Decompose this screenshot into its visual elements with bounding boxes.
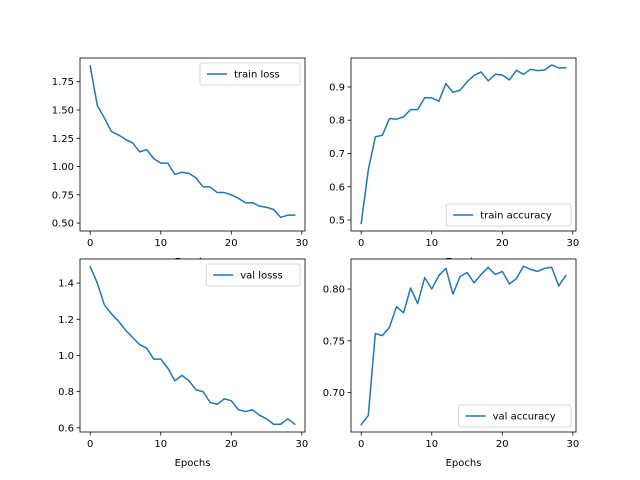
y-tick-label: 0.5: [329, 216, 345, 227]
legend: train loss: [199, 62, 301, 86]
series-line-train-accuracy: [360, 64, 567, 225]
y-tick-label: 1.00: [52, 162, 74, 173]
series-line-val-accuracy: [360, 265, 567, 426]
x-tick-label: 30: [566, 439, 579, 450]
legend-box: [205, 263, 301, 287]
y-tick-label: 0.80: [323, 285, 345, 296]
x-tick-label: 0: [87, 238, 93, 249]
legend-label: val accuracy: [493, 412, 556, 423]
axes-frame: [79, 258, 306, 433]
x-tick-label: 20: [225, 439, 238, 450]
legend-label: val losss: [240, 271, 283, 282]
y-tick-label: 0.6: [58, 423, 74, 434]
y-tick-label: 0.6: [329, 182, 345, 193]
x-tick-label: 10: [154, 439, 167, 450]
subplot-top-left: 0 10 20 30 0.50 0.75 1.00 1.25 1.50 1.75 train los…: [52, 57, 308, 268]
legend-box: [199, 62, 301, 86]
subplot-bottom-right: 0 10 20 30 0.70 0.75 0.80 val accuracy Epochs: [323, 258, 579, 469]
y-tick-label: 1.75: [52, 77, 74, 88]
x-tick-label: 10: [154, 238, 167, 249]
y-tick-label: 0.50: [52, 219, 74, 230]
y-tick-label: 0.75: [323, 336, 345, 347]
y-tick-label: 0.75: [52, 190, 74, 201]
legend-label: train loss: [234, 70, 280, 81]
legend: val losss: [205, 263, 301, 287]
axes-background: [351, 259, 576, 432]
y-tick-label: 1.50: [52, 106, 74, 117]
x-tick-label: 0: [358, 439, 364, 450]
x-tick-label: 30: [566, 238, 579, 249]
y-tick-label: 0.7: [329, 149, 345, 160]
y-tick-label: 0.8: [58, 387, 74, 398]
axes-background: [80, 259, 305, 432]
y-tick-label: 1.0: [58, 351, 74, 362]
x-tick-label: 10: [425, 439, 438, 450]
y-tick-label: 0.8: [329, 116, 345, 127]
y-tick-label: 0.9: [329, 82, 345, 93]
legend: val accuracy: [458, 404, 572, 428]
subplot-bottom-left: 0 10 20 30 0.6 0.8 1.0 1.2 1.4 val losss Epochs: [58, 258, 308, 469]
x-tick-label: 0: [358, 238, 364, 249]
legend-label: train accuracy: [480, 211, 552, 222]
legend-box: [445, 203, 572, 227]
x-tick-label: 20: [496, 439, 509, 450]
x-tick-label: 20: [496, 238, 509, 249]
y-tick-label: 1.2: [58, 315, 74, 326]
x-tick-label: 0: [87, 439, 93, 450]
y-tick-label: 0.70: [323, 388, 345, 399]
series-line-val-losss: [89, 265, 296, 426]
x-tick-label: 30: [295, 238, 308, 249]
x-tick-label: 10: [425, 238, 438, 249]
x-axis-label: Epochs: [446, 458, 482, 469]
legend: train accuracy: [445, 203, 572, 227]
axes-frame: [350, 57, 577, 232]
x-tick-label: 20: [225, 238, 238, 249]
x-axis-label: Epochs: [175, 458, 211, 469]
axes-frame: [350, 258, 577, 433]
y-tick-label: 1.25: [52, 134, 74, 145]
y-tick-label: 1.4: [58, 279, 74, 290]
series-line-train-loss: [89, 65, 296, 219]
x-tick-label: 30: [295, 439, 308, 450]
axes-frame: [79, 57, 306, 232]
legend-box: [458, 404, 572, 428]
